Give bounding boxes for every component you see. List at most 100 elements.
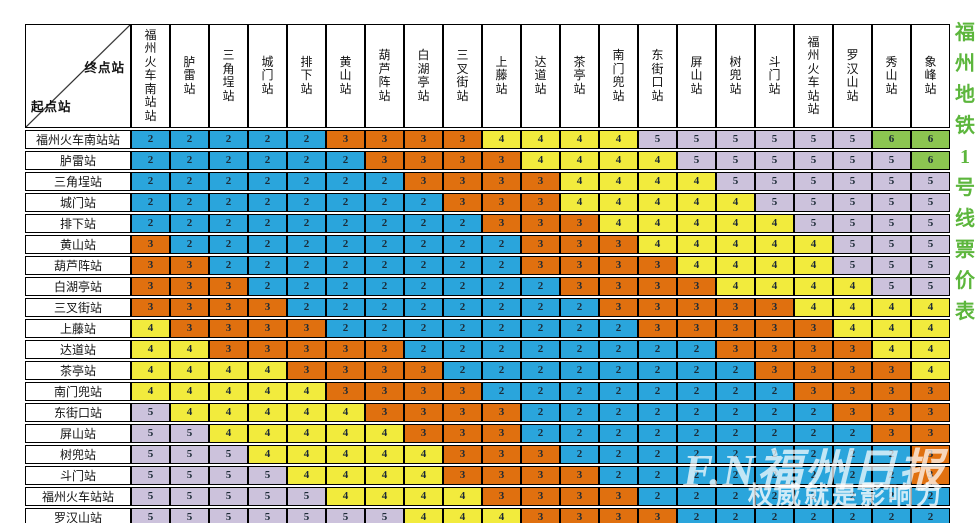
fare-cell: 2: [560, 403, 599, 422]
fare-cell: 4: [677, 193, 716, 212]
fare-cell: 4: [560, 151, 599, 170]
fare-cell: 2: [404, 193, 443, 212]
fare-cell: 5: [131, 487, 170, 506]
fare-row: 三角埕站 2 2 2 2 2 2 2 3 3 3 3 4 4 4 4 5 5 5 5 5 5: [25, 172, 950, 191]
page-title: 福州地铁 1 号线票价表: [951, 18, 979, 328]
fare-cell: 2: [365, 319, 404, 338]
fare-cell: 3: [755, 361, 794, 380]
fare-cell: 4: [794, 235, 833, 254]
fare-row: 树兜站 5 5 5 4 4 4 4 4 3 3 3 2 2 2 2 2 2 2 2 2 3: [25, 445, 950, 464]
column-header-station: 三角埕站: [209, 24, 248, 128]
fare-cell: 5: [131, 403, 170, 422]
fare-cell: 5: [248, 508, 287, 523]
row-header-station: 福州火车站站: [25, 487, 131, 506]
fare-cell: 2: [170, 214, 209, 233]
fare-cell: 2: [872, 508, 911, 523]
fare-cell: 2: [209, 151, 248, 170]
fare-cell: 2: [365, 235, 404, 254]
column-header-station: 秀山站: [872, 24, 911, 128]
fare-cell: 2: [365, 277, 404, 296]
fare-cell: 3: [443, 403, 482, 422]
fare-cell: 5: [131, 445, 170, 464]
fare-cell: 4: [170, 382, 209, 401]
fare-cell: 2: [326, 277, 365, 296]
fare-cell: 4: [287, 403, 326, 422]
fare-cell: 3: [521, 508, 560, 523]
fare-cell: 2: [716, 403, 755, 422]
fare-cell: 2: [287, 214, 326, 233]
fare-cell: 4: [755, 277, 794, 296]
fare-cell: 2: [365, 256, 404, 275]
fare-cell: 2: [560, 319, 599, 338]
fare-cell: 4: [209, 403, 248, 422]
fare-cell: 2: [326, 193, 365, 212]
fare-cell: 4: [209, 424, 248, 443]
fare-cell: 3: [755, 319, 794, 338]
fare-row: 福州火车南站站 2 2 2 2 2 3 3 3 3 4 4 4 4 5 5 5 5 5 5 6 6: [25, 130, 950, 149]
fare-cell: 2: [521, 382, 560, 401]
fare-cell: 3: [326, 361, 365, 380]
fare-cell: 4: [131, 382, 170, 401]
fare-cell: 3: [248, 340, 287, 359]
fare-cell: 3: [248, 319, 287, 338]
fare-cell: 2: [794, 445, 833, 464]
fare-cell: 2: [248, 151, 287, 170]
fare-cell: 5: [911, 256, 950, 275]
fare-cell: 3: [209, 319, 248, 338]
fare-cell: 2: [599, 361, 638, 380]
fare-cell: 5: [170, 445, 209, 464]
fare-cell: 3: [521, 214, 560, 233]
fare-cell: 4: [638, 214, 677, 233]
fare-cell: 2: [287, 298, 326, 317]
fare-cell: 3: [521, 466, 560, 485]
fare-cell: 5: [365, 508, 404, 523]
fare-cell: 2: [287, 277, 326, 296]
fare-cell: 2: [248, 172, 287, 191]
column-header-station: 达道站: [521, 24, 560, 128]
fare-cell: 3: [365, 130, 404, 149]
fare-cell: 5: [911, 277, 950, 296]
fare-cell: 3: [794, 319, 833, 338]
fare-cell: 2: [794, 508, 833, 523]
fare-cell: 4: [716, 214, 755, 233]
column-header-station: 南门兜站: [599, 24, 638, 128]
page-title-char: 地: [955, 84, 975, 106]
fare-cell: 4: [599, 151, 638, 170]
fare-cell: 2: [755, 424, 794, 443]
fare-cell: 3: [677, 319, 716, 338]
fare-cell: 3: [248, 298, 287, 317]
fare-cell: 5: [287, 508, 326, 523]
fare-cell: 2: [638, 487, 677, 506]
fare-row: 黄山站 3 2 2 2 2 2 2 2 2 2 3 3 3 4 4 4 4 4 5 5 5: [25, 235, 950, 254]
fare-cell: 5: [794, 193, 833, 212]
fare-cell: 3: [326, 340, 365, 359]
fare-cell: 3: [560, 235, 599, 254]
fare-cell: 3: [872, 382, 911, 401]
fare-cell: 4: [677, 256, 716, 275]
fare-cell: 3: [209, 298, 248, 317]
fare-cell: 2: [911, 487, 950, 506]
fare-cell: 2: [716, 487, 755, 506]
fare-cell: 2: [326, 298, 365, 317]
fare-cell: 2: [404, 298, 443, 317]
fare-cell: 3: [443, 151, 482, 170]
fare-cell: 3: [521, 235, 560, 254]
fare-cell: 2: [560, 382, 599, 401]
page-title-char: 价: [955, 270, 975, 292]
fare-cell: 5: [209, 445, 248, 464]
fare-cell: 3: [755, 340, 794, 359]
fare-cell: 4: [872, 298, 911, 317]
fare-cell: 4: [443, 508, 482, 523]
fare-cell: 2: [872, 466, 911, 485]
fare-cell: 3: [599, 487, 638, 506]
fare-cell: 5: [170, 487, 209, 506]
fare-cell: 2: [248, 130, 287, 149]
fare-cell: 2: [482, 382, 521, 401]
fare-cell: 3: [560, 466, 599, 485]
fare-cell: 3: [560, 508, 599, 523]
fare-cell: 3: [209, 277, 248, 296]
fare-cell: 5: [287, 487, 326, 506]
fare-cell: 4: [833, 277, 872, 296]
fare-cell: 4: [560, 193, 599, 212]
fare-cell: 4: [677, 235, 716, 254]
